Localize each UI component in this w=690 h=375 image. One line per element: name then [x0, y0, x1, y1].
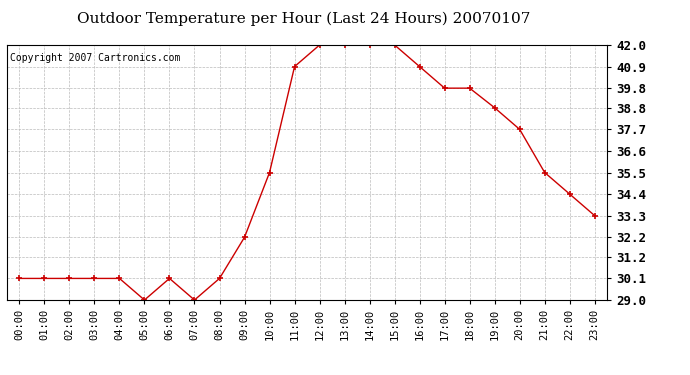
- Text: Copyright 2007 Cartronics.com: Copyright 2007 Cartronics.com: [10, 53, 180, 63]
- Text: Outdoor Temperature per Hour (Last 24 Hours) 20070107: Outdoor Temperature per Hour (Last 24 Ho…: [77, 11, 531, 26]
